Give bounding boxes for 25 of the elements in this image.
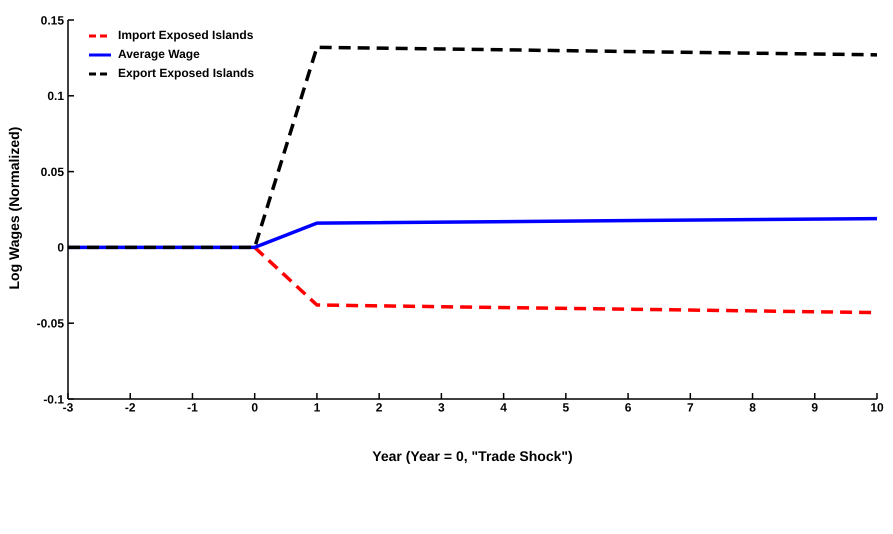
x-tick-label: -1	[187, 400, 198, 415]
y-tick-label: 0.1	[47, 89, 64, 104]
x-tick-label: 3	[438, 400, 446, 415]
x-tick-label: -2	[124, 400, 136, 415]
x-tick-label: 7	[686, 400, 694, 415]
x-tick-label: 4	[500, 400, 508, 415]
y-tick-label: -0.05	[36, 316, 64, 330]
y-tick-label: 0.15	[40, 13, 64, 28]
x-tick-label: 6	[624, 400, 632, 415]
x-tick-label: 0	[251, 400, 258, 415]
y-tick-label: -0.1	[43, 392, 64, 406]
x-tick-label: 8	[749, 400, 756, 415]
legend-label: Import Exposed Islands	[118, 27, 254, 44]
legend-label: Export Exposed Islands	[118, 65, 254, 82]
x-tick-label: 10	[870, 400, 884, 415]
y-tick-label: 0.05	[40, 164, 64, 179]
x-tick-label: -3	[62, 400, 74, 415]
legend-label: Average Wage	[118, 46, 200, 63]
y-axis-title: Log Wages (Normalized)	[6, 126, 22, 290]
x-tick-label: 1	[314, 400, 321, 415]
x-axis-title: Year (Year = 0, "Trade Shock")	[372, 448, 573, 464]
x-tick-label: 9	[811, 400, 818, 415]
x-tick-label: 5	[562, 400, 570, 415]
y-tick-label: 0	[57, 240, 64, 255]
x-tick-label: 2	[376, 400, 383, 415]
